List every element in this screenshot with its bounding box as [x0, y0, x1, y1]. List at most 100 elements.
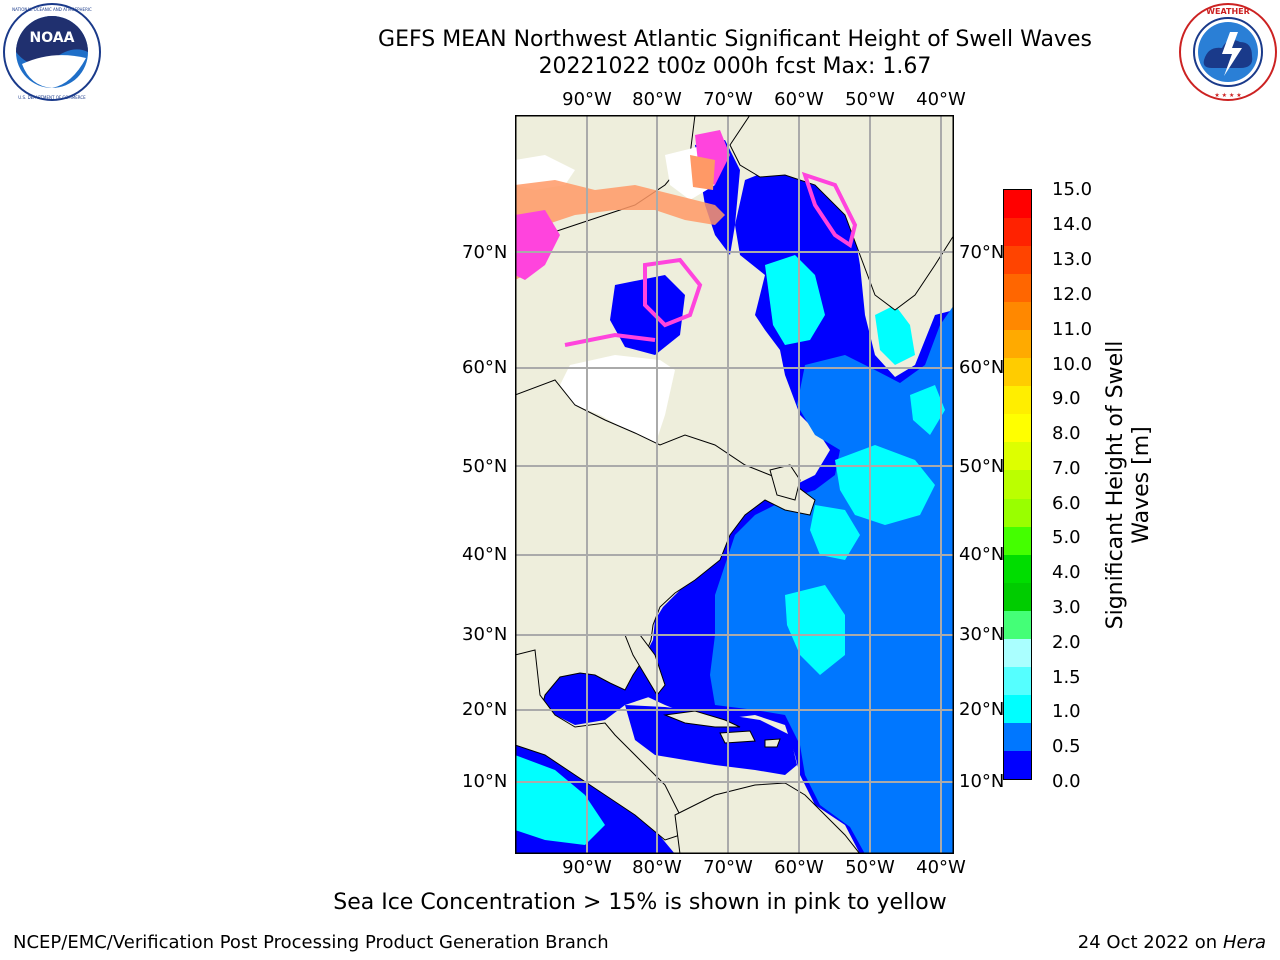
sea-ice-orange — [690, 155, 715, 190]
sea-ice-hudson-north — [564, 332, 656, 347]
ocean-swell-high-2 — [875, 305, 915, 365]
sea-ice-foxe-basin — [643, 257, 703, 328]
sea-ice-pink-1 — [515, 210, 560, 280]
lat-label-left-60n: 60°N — [462, 357, 508, 378]
ocean-swell-high-1 — [765, 255, 825, 345]
colorbar-tick-4-0: 4.0 — [1052, 562, 1081, 583]
colorbar-tick-14-0: 14.0 — [1052, 214, 1093, 235]
central-america — [515, 649, 681, 841]
lon-label-top-80w: 80°W — [632, 89, 682, 110]
lat-label-left-20n: 20°N — [462, 699, 508, 720]
lat-label-right-30n: 30°N — [959, 624, 1005, 645]
colorbar-segment — [1004, 470, 1031, 499]
colorbar-tick-6-0: 6.0 — [1052, 493, 1081, 514]
lon-label-bottom-50w: 50°W — [845, 857, 895, 878]
noaa-logo-text: NOAA — [30, 30, 75, 46]
colorbar-segment — [1004, 386, 1031, 415]
north-america — [515, 379, 816, 736]
colorbar-segment — [1004, 750, 1031, 779]
colorbar-segment — [1004, 442, 1031, 471]
caribbean-sea — [625, 705, 797, 775]
colorbar-segment — [1004, 302, 1031, 331]
map-frame — [515, 115, 954, 854]
lat-label-right-50n: 50°N — [959, 456, 1005, 477]
colorbar-segment — [1004, 554, 1031, 583]
colorbar-segment — [1004, 582, 1031, 611]
lon-label-bottom-70w: 70°W — [703, 857, 753, 878]
lon-label-bottom-40w: 40°W — [916, 857, 966, 878]
colorbar-segment — [1004, 610, 1031, 639]
svg-text:NATIONAL OCEANIC AND ATMOSPHER: NATIONAL OCEANIC AND ATMOSPHERIC — [12, 7, 92, 12]
colorbar — [1003, 189, 1032, 780]
colorbar-tick-5-0: 5.0 — [1052, 527, 1081, 548]
colorbar-segment — [1004, 330, 1031, 359]
colorbar-tick-7-0: 7.0 — [1052, 458, 1081, 479]
lat-label-left-30n: 30°N — [462, 624, 508, 645]
hudson-bay — [560, 355, 675, 445]
lat-label-right-70n: 70°N — [959, 242, 1005, 263]
lon-label-bottom-60w: 60°W — [774, 857, 824, 878]
colorbar-tick-8-0: 8.0 — [1052, 423, 1081, 444]
colorbar-segment — [1004, 274, 1031, 303]
lat-label-right-60n: 60°N — [959, 357, 1005, 378]
pacific-swell-high — [515, 755, 605, 845]
ocean-swell-high-4 — [810, 505, 860, 560]
colorbar-tick-3-0: 3.0 — [1052, 597, 1081, 618]
svg-text:WEATHER: WEATHER — [1206, 7, 1250, 16]
colorbar-segment — [1004, 414, 1031, 443]
lat-label-right-40n: 40°N — [959, 544, 1005, 565]
ocean-swell-mid — [710, 305, 954, 854]
colorbar-segment — [1004, 694, 1031, 723]
sea-ice-greenland-coast — [801, 171, 858, 249]
colorbar-tick-2-0: 2.0 — [1052, 632, 1081, 653]
colorbar-segment — [1004, 638, 1031, 667]
footer-date-text: 24 Oct 2022 on — [1077, 932, 1223, 953]
colorbar-segment — [1004, 358, 1031, 387]
lon-label-top-60w: 60°W — [774, 89, 824, 110]
lon-label-top-50w: 50°W — [845, 89, 895, 110]
lat-label-left-10n: 10°N — [462, 771, 508, 792]
lat-label-left-50n: 50°N — [462, 456, 508, 477]
colorbar-segment — [1004, 498, 1031, 527]
colorbar-tick-0-5: 0.5 — [1052, 736, 1081, 757]
colorbar-segment — [1004, 246, 1031, 275]
map-subtitle: 20221022 t00z 000h fcst Max: 1.67 — [538, 54, 932, 79]
lat-label-right-20n: 20°N — [959, 699, 1005, 720]
colorbar-tick-0-0: 0.0 — [1052, 771, 1081, 792]
colorbar-tick-9-0: 9.0 — [1052, 388, 1081, 409]
lon-label-top-40w: 40°W — [916, 89, 966, 110]
sea-ice-arctic — [515, 180, 725, 280]
colorbar-tick-12-0: 12.0 — [1052, 284, 1093, 305]
south-america — [674, 782, 861, 854]
colorbar-tick-15-0: 15.0 — [1052, 179, 1093, 200]
colorbar-segment — [1004, 666, 1031, 695]
colorbar-label: Significant Height of Swell Waves [m] — [1103, 340, 1154, 630]
swell-height-map — [515, 115, 954, 854]
map-title: GEFS MEAN Northwest Atlantic Significant… — [378, 27, 1092, 52]
lat-label-left-40n: 40°N — [462, 544, 508, 565]
colorbar-segment — [1004, 218, 1031, 247]
lon-label-bottom-80w: 80°W — [632, 857, 682, 878]
noaa-logo: NOAA NATIONAL OCEANIC AND ATMOSPHERIC U.… — [3, 3, 101, 101]
lat-label-right-10n: 10°N — [959, 771, 1005, 792]
ocean-swell-high-6 — [910, 385, 945, 435]
svg-text:U.S. DEPARTMENT OF COMMERCE: U.S. DEPARTMENT OF COMMERCE — [18, 95, 86, 100]
nws-logo: WEATHER ★ ★ ★ ★ — [1179, 3, 1277, 101]
lon-label-top-90w: 90°W — [562, 89, 612, 110]
footer-date: 24 Oct 2022 on Hera — [1078, 932, 1266, 953]
svg-text:★ ★ ★ ★: ★ ★ ★ ★ — [1214, 92, 1241, 99]
colorbar-segment — [1004, 190, 1031, 219]
footer-machine: Hera — [1222, 932, 1266, 953]
colorbar-tick-10-0: 10.0 — [1052, 354, 1093, 375]
sea-ice-note: Sea Ice Concentration > 15% is shown in … — [333, 890, 947, 915]
lat-label-left-70n: 70°N — [462, 242, 508, 263]
colorbar-segment — [1004, 526, 1031, 555]
colorbar-tick-11-0: 11.0 — [1052, 319, 1093, 340]
puerto-rico — [764, 738, 781, 748]
colorbar-segment — [1004, 722, 1031, 751]
footer-producer: NCEP/EMC/Verification Post Processing Pr… — [13, 932, 609, 953]
hispaniola — [719, 730, 756, 744]
lon-label-bottom-90w: 90°W — [562, 857, 612, 878]
colorbar-tick-1-5: 1.5 — [1052, 667, 1081, 688]
graticule — [515, 115, 954, 854]
